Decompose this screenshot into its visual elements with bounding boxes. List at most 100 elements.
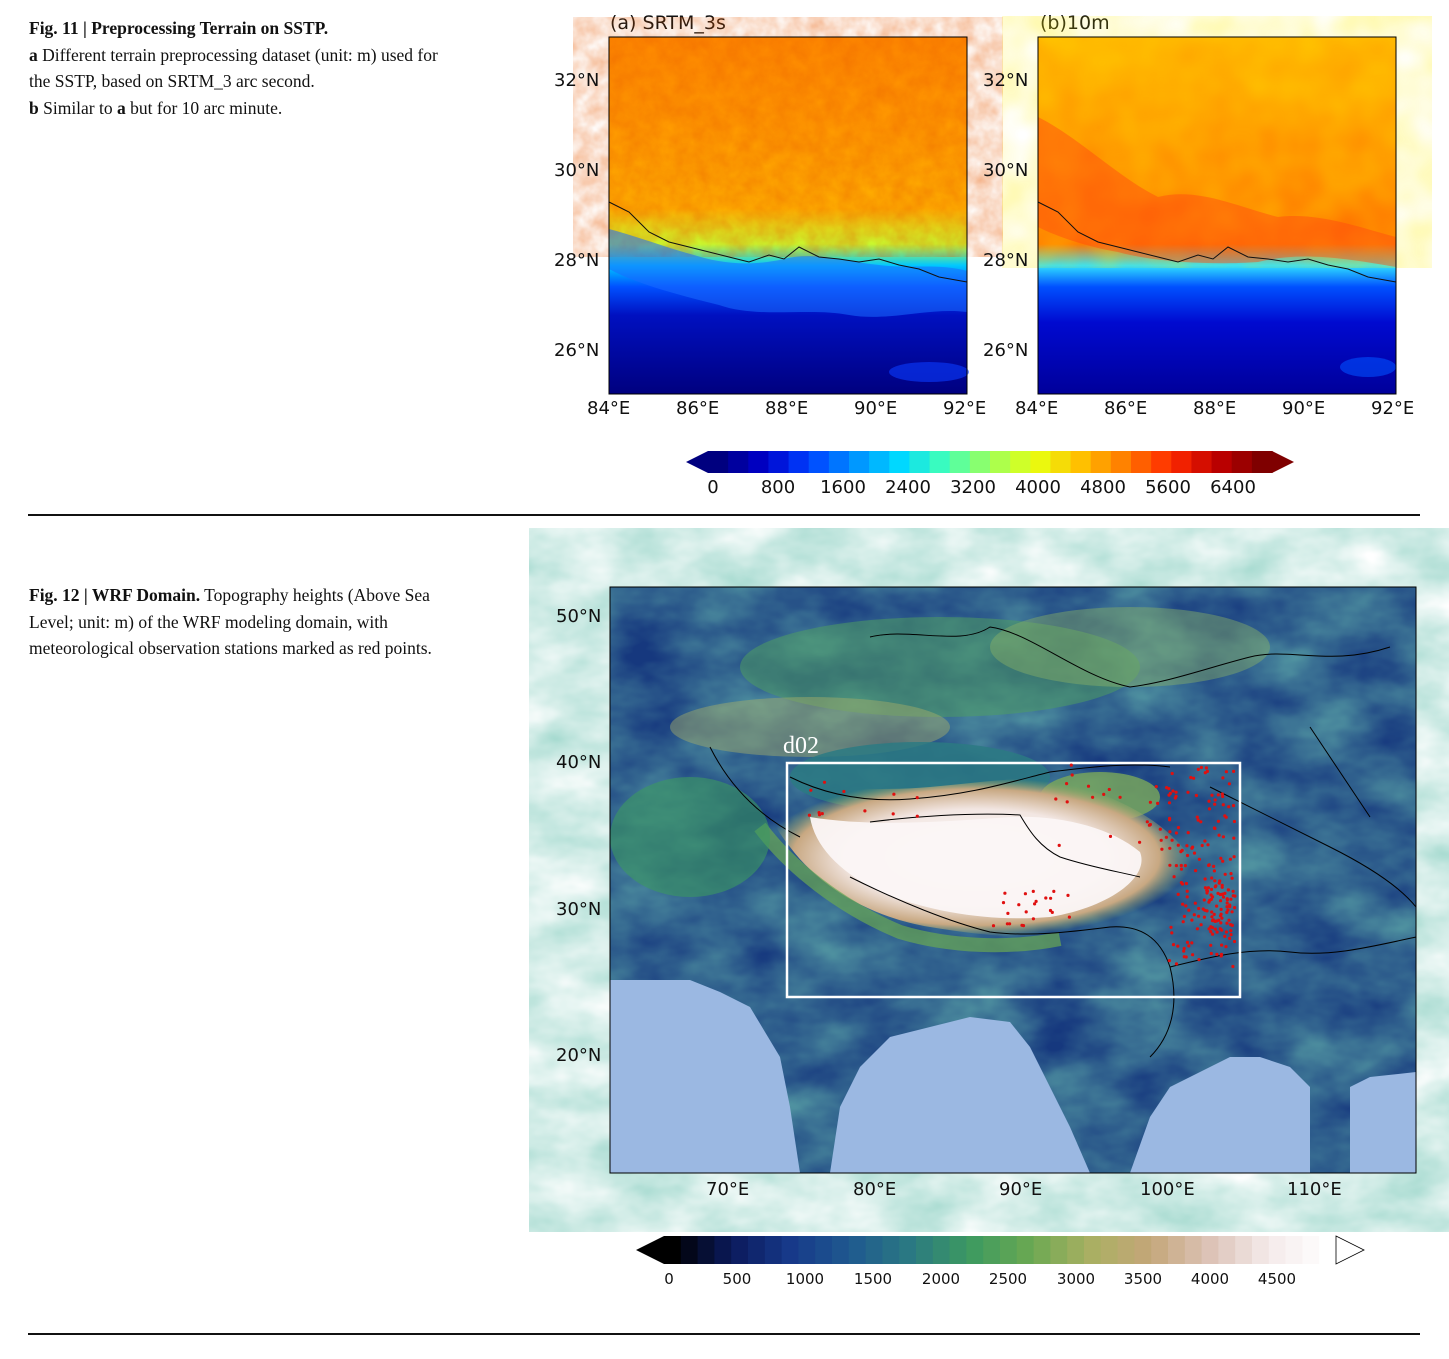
fig11-colorbar-label: 1600 [820,477,866,498]
station-point [1205,909,1209,913]
colorbar-segment [983,1236,1001,1264]
station-point [1176,944,1180,948]
station-point [1182,946,1186,951]
station-point [1206,886,1210,890]
station-point [1220,892,1224,896]
station-point [1154,785,1158,789]
station-point [1186,831,1190,835]
station-point [1206,843,1210,847]
colorbar-segment [1131,451,1152,473]
colorbar-segment [1050,451,1072,473]
fig12-colorbar-label: 2000 [921,1270,961,1288]
station-point [1221,803,1225,807]
station-point [1190,846,1194,850]
station-point [1184,955,1188,959]
station-point [1049,896,1053,900]
station-point [1168,863,1172,867]
fig11-a-lon-label: 88°E [765,398,809,419]
colorbar-segment [788,451,810,473]
colorbar-segment [929,451,951,473]
station-point [1184,881,1188,886]
fig12-colorbar-label: 0 [664,1270,674,1288]
station-point [1223,934,1227,938]
colorbar-segment [1151,451,1172,473]
colorbar-segment [1117,1236,1135,1264]
fig12-lat-label: 30°N [556,899,602,920]
colorbar-segment [1090,451,1112,473]
colorbar-segment [969,451,991,473]
colorbar-segment [1251,451,1273,473]
station-point [1231,964,1235,969]
station-point [1192,913,1196,917]
station-point [1174,794,1178,798]
station-point [1221,895,1226,899]
colorbar-max-extend [1335,1235,1365,1265]
fig11-panel-b-title: (b)10m [1040,12,1110,34]
fig12-colorbar-label: 2500 [988,1270,1028,1288]
station-point [1006,911,1010,915]
station-point [1225,898,1229,902]
colorbar-segment [815,1236,833,1264]
colorbar-segment [1100,1236,1119,1264]
station-point [1207,927,1211,931]
station-point [1232,855,1236,859]
station-point [1220,916,1224,920]
station-point [1176,892,1180,896]
colorbar-segment [680,1236,699,1264]
colorbar-segment [1302,1236,1320,1264]
fig11-a-lat-label: 28°N [554,250,600,271]
colorbar-segment [1000,1236,1018,1264]
station-point [1203,877,1207,881]
fig11-a-lat-label: 30°N [554,160,600,181]
fig11-caption-title: Fig. 11 | Preprocessing Terrain on SSTP. [29,18,329,38]
colorbar-segment [899,1236,917,1264]
colorbar-segment [1050,1236,1068,1264]
colorbar-segment [1268,1236,1287,1264]
station-point [1044,896,1048,900]
station-point [1230,910,1234,914]
colorbar-segment [1110,451,1132,473]
station-point [863,809,867,813]
station-point [1213,885,1217,889]
fig11-b-lat-label: 26°N [983,340,1029,361]
fig11-colorbar-label: 4800 [1080,477,1126,498]
station-point [1210,876,1214,880]
colorbar-segment [1067,1236,1085,1264]
colorbar-segment [664,1236,682,1264]
fig11-a-lat-label: 32°N [554,70,600,91]
colorbar-segment [708,451,729,473]
station-point [1102,792,1106,796]
station-point [1167,959,1171,963]
fig12-lon-label: 100°E [1140,1179,1195,1200]
station-point [1179,863,1183,868]
fig11-b-lat-label: 28°N [983,250,1029,271]
station-point [1185,940,1190,944]
station-point [1209,943,1213,947]
fig12-colorbar [636,1235,1365,1265]
colorbar-segment [1084,1236,1102,1264]
station-point [1230,876,1234,880]
station-point [1200,843,1204,848]
station-point [1215,930,1219,934]
colorbar-segment [949,1236,967,1264]
colorbar-segment [1151,1236,1169,1264]
station-point [1138,840,1142,844]
station-point [1226,908,1230,912]
station-point [1199,923,1203,927]
station-point [1232,819,1236,824]
station-point [1033,902,1037,906]
station-point [1219,912,1223,916]
station-point [1216,793,1220,797]
colorbar-segment [1171,451,1193,473]
station-point [1147,823,1151,827]
fig11-b-lon-label: 84°E [1015,398,1059,419]
colorbar-segment [832,1236,850,1264]
station-point [1221,776,1225,780]
station-point [1225,910,1229,914]
station-point [1209,930,1213,934]
colorbar-segment [748,451,770,473]
colorbar-segment [1070,451,1092,473]
station-point [1229,897,1233,901]
station-point [1220,943,1224,947]
colorbar-segment [949,451,971,473]
